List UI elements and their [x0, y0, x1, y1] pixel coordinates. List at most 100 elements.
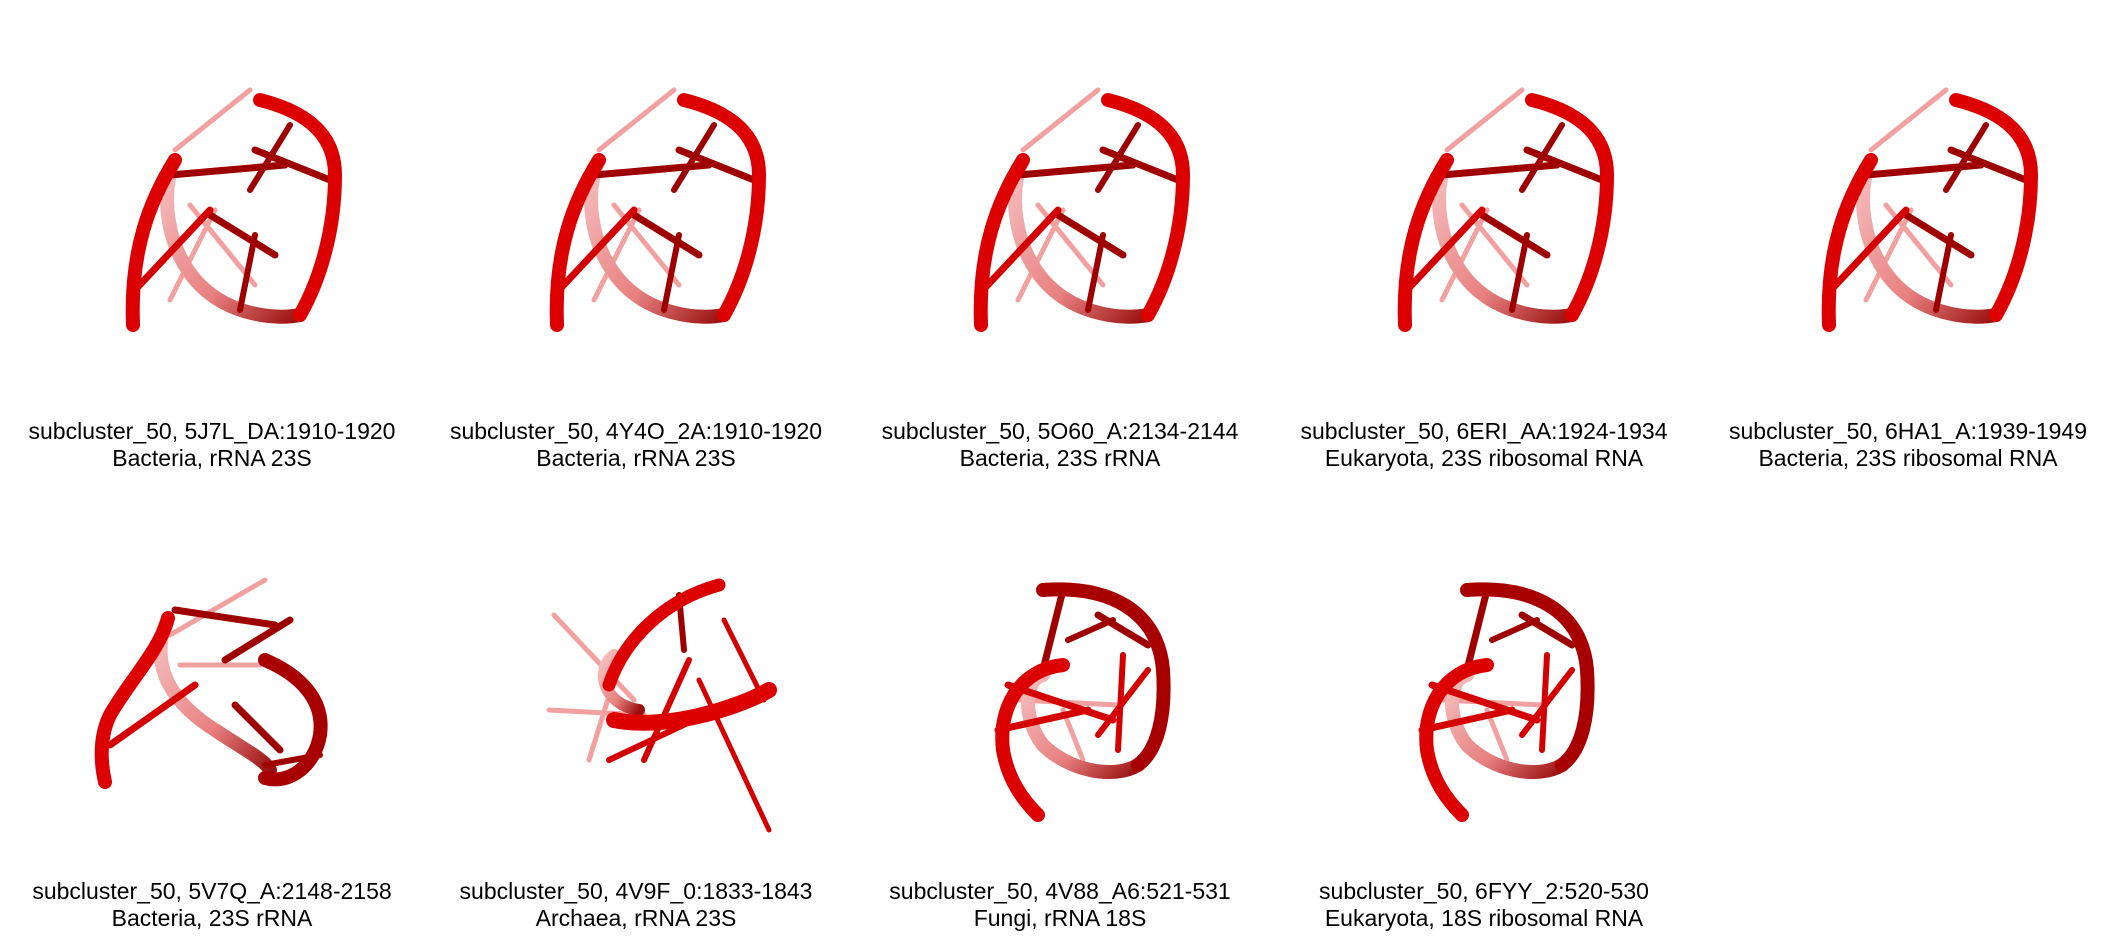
backbone-tube — [153, 618, 277, 777]
base-stick — [1439, 207, 1490, 303]
base-stick — [1947, 146, 2030, 184]
rna-3d-structure — [994, 582, 1171, 822]
backbone-tube — [1432, 153, 1579, 324]
base-stick — [1868, 87, 1949, 153]
backbone-tube — [677, 93, 766, 322]
base-stick — [1095, 667, 1151, 738]
organism-rna-label: Bacteria, 23S rRNA — [111, 905, 313, 931]
backbone-tube — [258, 653, 328, 787]
base-stick — [1519, 667, 1575, 738]
rna-3d-structure — [94, 577, 328, 789]
backbone-tube — [1036, 582, 1171, 772]
organism-rna-label: Archaea, rRNA 23S — [535, 905, 737, 931]
rna-3d-structure — [1397, 87, 1614, 332]
base-stick — [131, 206, 214, 294]
structure-panel: subcluster_50, 6ERI_AA:1924-1934 Eukaryot… — [1272, 0, 1696, 472]
structure-caption: subcluster_50, 5O60_A:2134-2144 Bacteria,… — [848, 418, 1272, 472]
backbone-tube — [253, 93, 342, 322]
base-stick — [661, 232, 682, 313]
backbone-tube — [1101, 93, 1190, 322]
base-stick — [237, 232, 258, 313]
organism-rna-label: Fungi, rRNA 18S — [973, 905, 1147, 931]
structure-panel: subcluster_50, 4V9F_0:1833-1843 Archaea, … — [424, 460, 848, 931]
structure-id-label: subcluster_50, 6HA1_A:1939-1949 — [1728, 418, 2088, 444]
structure-caption: subcluster_50, 5V7Q_A:2148-2158 Bacteria,… — [0, 878, 424, 932]
base-stick — [1489, 617, 1540, 643]
base-stick — [1085, 232, 1106, 313]
organism-rna-label: Bacteria, rRNA 23S — [536, 445, 736, 471]
structure-id-label: subcluster_50, 4V88_A6:521-531 — [889, 878, 1231, 904]
base-stick — [1444, 87, 1525, 153]
structure-id-label: subcluster_50, 6ERI_AA:1924-1934 — [1300, 418, 1668, 444]
base-stick — [1827, 206, 1910, 294]
backbone-tube — [1856, 153, 2003, 324]
backbone-tube — [1460, 582, 1595, 772]
base-stick — [1519, 122, 1565, 193]
structure-panel: subcluster_50, 6HA1_A:1939-1949 Bacteria,… — [1696, 0, 2120, 471]
base-stick — [555, 206, 638, 294]
structure-panel: subcluster_50, 5O60_A:2134-2144 Bacteria,… — [848, 0, 1272, 472]
structure-caption: subcluster_50, 4Y4O_2A:1910-1920 Bacteria… — [424, 418, 848, 472]
base-stick — [167, 577, 268, 638]
base-stick — [1039, 586, 1067, 674]
structure-panel: subcluster_50, 6FYY_2:520-530 Eukaryota, … — [1272, 460, 1696, 932]
base-stick — [106, 681, 199, 749]
base-stick — [1863, 207, 1914, 303]
base-stick — [1015, 207, 1066, 303]
base-stick — [1065, 617, 1116, 643]
backbone-tube — [995, 658, 1070, 822]
base-stick — [167, 207, 218, 303]
base-stick — [251, 146, 334, 184]
backbone-tube — [973, 153, 1030, 332]
rna-3d-structure — [125, 87, 342, 332]
base-stick — [979, 206, 1062, 294]
backbone-tube — [1008, 153, 1155, 324]
base-stick — [1902, 211, 1975, 259]
structure-panel: subcluster_50, 5V7Q_A:2148-2158 Bacteria,… — [0, 460, 424, 932]
backbone-tube — [160, 153, 307, 324]
base-stick — [1054, 211, 1127, 259]
backbone-tube — [1821, 153, 1878, 332]
rna-3d-structure — [1821, 87, 2038, 332]
base-stick — [591, 207, 642, 303]
backbone-tube — [94, 611, 175, 789]
base-stick — [231, 701, 284, 754]
structure-id-label: subcluster_50, 5O60_A:2134-2144 — [881, 418, 1239, 444]
organism-rna-label: Eukaryota, 18S ribosomal RNA — [1324, 905, 1644, 931]
structure-id-label: subcluster_50, 4V9F_0:1833-1843 — [459, 878, 813, 904]
base-stick — [206, 211, 279, 259]
base-stick — [1095, 122, 1141, 193]
backbone-tube — [1419, 658, 1494, 822]
base-stick — [671, 122, 717, 193]
structure-caption: subcluster_50, 4V88_A6:521-531 Fungi, rRN… — [848, 878, 1272, 932]
organism-rna-label: Eukaryota, 23S ribosomal RNA — [1324, 445, 1644, 471]
structure-panel: subcluster_50, 4V88_A6:521-531 Fungi, rRN… — [848, 460, 1272, 932]
structure-caption: subcluster_50, 6FYY_2:520-530 Eukaryota, … — [1272, 878, 1696, 932]
structure-panel: subcluster_50, 4Y4O_2A:1910-1920 Bacteria… — [424, 0, 848, 472]
backbone-tube — [602, 578, 726, 692]
structure-caption: subcluster_50, 6ERI_AA:1924-1934 Eukaryot… — [1272, 418, 1696, 472]
base-stick — [1099, 146, 1182, 184]
base-stick — [1523, 146, 1606, 184]
backbone-tube — [1949, 93, 2038, 322]
base-stick — [641, 657, 692, 763]
structure-id-label: subcluster_50, 5V7Q_A:2148-2158 — [32, 878, 392, 904]
base-stick — [721, 617, 767, 703]
base-stick — [247, 122, 293, 193]
backbone-tube — [549, 153, 606, 332]
rna-3d-structure — [1418, 582, 1595, 822]
base-stick — [172, 87, 253, 153]
backbone-tube — [1397, 153, 1454, 332]
base-stick — [994, 706, 1092, 734]
base-stick — [1933, 232, 1954, 313]
base-stick — [1020, 87, 1101, 153]
base-stick — [596, 87, 677, 153]
base-stick — [1509, 232, 1530, 313]
base-stick — [551, 612, 637, 703]
structure-caption: subcluster_50, 5J7L_DA:1910-1920 Bacteria… — [0, 418, 424, 472]
base-stick — [1478, 211, 1551, 259]
base-stick — [1463, 586, 1491, 674]
structure-id-label: subcluster_50, 6FYY_2:520-530 — [1319, 878, 1649, 904]
rna-3d-structure — [546, 578, 777, 833]
base-stick — [1418, 706, 1516, 734]
